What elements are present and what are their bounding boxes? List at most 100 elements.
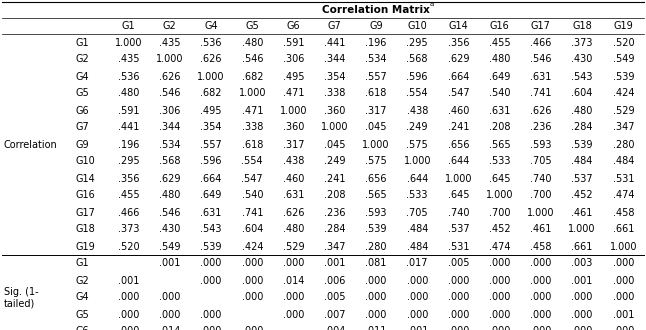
Text: .208: .208 — [489, 122, 510, 133]
Text: .017: .017 — [406, 258, 428, 269]
Text: .629: .629 — [159, 174, 181, 183]
Text: .480: .480 — [118, 88, 140, 98]
Text: .520: .520 — [118, 242, 140, 251]
Text: .536: .536 — [200, 38, 222, 48]
Text: .000: .000 — [159, 292, 180, 303]
Text: .700: .700 — [530, 190, 552, 201]
Text: .236: .236 — [530, 122, 552, 133]
Text: .000: .000 — [612, 276, 634, 285]
Text: G1: G1 — [75, 38, 89, 48]
Text: .604: .604 — [242, 224, 263, 235]
Text: .004: .004 — [324, 326, 346, 330]
Text: .005: .005 — [324, 292, 346, 303]
Text: .000: .000 — [530, 310, 552, 319]
Text: .000: .000 — [489, 326, 510, 330]
Text: .000: .000 — [489, 276, 510, 285]
Text: G17: G17 — [75, 208, 95, 217]
Text: .295: .295 — [406, 38, 428, 48]
Text: .347: .347 — [324, 242, 346, 251]
Text: .604: .604 — [572, 88, 593, 98]
Text: .000: .000 — [365, 292, 387, 303]
Text: G18: G18 — [75, 224, 95, 235]
Text: G5: G5 — [75, 88, 89, 98]
Text: .000: .000 — [612, 292, 634, 303]
Text: .000: .000 — [406, 276, 428, 285]
Text: .005: .005 — [448, 258, 469, 269]
Text: .000: .000 — [612, 326, 634, 330]
Text: G19: G19 — [614, 21, 633, 31]
Text: .000: .000 — [200, 258, 222, 269]
Text: .196: .196 — [365, 38, 387, 48]
Text: .664: .664 — [200, 174, 222, 183]
Text: .344: .344 — [324, 54, 346, 64]
Text: .000: .000 — [242, 292, 263, 303]
Text: 1.000: 1.000 — [404, 156, 431, 167]
Text: .565: .565 — [365, 190, 387, 201]
Text: .531: .531 — [448, 242, 469, 251]
Text: .306: .306 — [283, 54, 304, 64]
Text: .000: .000 — [406, 292, 428, 303]
Text: G1: G1 — [75, 258, 89, 269]
Text: .593: .593 — [365, 208, 387, 217]
Text: .644: .644 — [448, 156, 469, 167]
Text: .000: .000 — [530, 292, 552, 303]
Text: .000: .000 — [489, 258, 510, 269]
Text: .539: .539 — [200, 242, 222, 251]
Text: .484: .484 — [406, 242, 428, 251]
Text: .000: .000 — [283, 258, 304, 269]
Text: .452: .452 — [571, 190, 593, 201]
Text: .554: .554 — [242, 156, 263, 167]
Text: .546: .546 — [159, 208, 181, 217]
Text: .347: .347 — [612, 122, 634, 133]
Text: .306: .306 — [159, 106, 180, 116]
Text: .466: .466 — [118, 208, 140, 217]
Text: .000: .000 — [365, 310, 387, 319]
Text: .354: .354 — [200, 122, 222, 133]
Text: .284: .284 — [324, 224, 346, 235]
Text: .000: .000 — [489, 310, 510, 319]
Text: .000: .000 — [118, 292, 140, 303]
Text: .452: .452 — [489, 224, 510, 235]
Text: .537: .537 — [571, 174, 593, 183]
Text: .356: .356 — [448, 38, 469, 48]
Text: .656: .656 — [365, 174, 387, 183]
Text: .575: .575 — [365, 156, 387, 167]
Text: .471: .471 — [242, 106, 263, 116]
Text: .546: .546 — [159, 88, 181, 98]
Text: .000: .000 — [242, 258, 263, 269]
Text: G2: G2 — [75, 54, 89, 64]
Text: .014: .014 — [283, 276, 304, 285]
Text: 1.000: 1.000 — [156, 54, 183, 64]
Text: G5: G5 — [245, 21, 259, 31]
Text: .626: .626 — [200, 54, 222, 64]
Text: .568: .568 — [406, 54, 428, 64]
Text: .568: .568 — [159, 156, 181, 167]
Text: .474: .474 — [489, 242, 510, 251]
Text: .649: .649 — [489, 72, 510, 82]
Text: .000: .000 — [118, 326, 140, 330]
Text: .000: .000 — [530, 258, 552, 269]
Text: .461: .461 — [530, 224, 552, 235]
Text: 1.000: 1.000 — [362, 140, 390, 149]
Text: .557: .557 — [365, 72, 387, 82]
Text: .537: .537 — [448, 224, 469, 235]
Text: .480: .480 — [572, 106, 593, 116]
Text: .656: .656 — [448, 140, 469, 149]
Text: .196: .196 — [118, 140, 140, 149]
Text: .539: .539 — [612, 72, 634, 82]
Text: a: a — [430, 1, 434, 7]
Text: .001: .001 — [572, 276, 593, 285]
Text: .001: .001 — [612, 310, 634, 319]
Text: .000: .000 — [406, 310, 428, 319]
Text: .006: .006 — [324, 276, 346, 285]
Text: .249: .249 — [324, 156, 346, 167]
Text: Correlation: Correlation — [4, 140, 57, 149]
Text: G14: G14 — [75, 174, 95, 183]
Text: G16: G16 — [490, 21, 510, 31]
Text: .000: .000 — [448, 310, 469, 319]
Text: .338: .338 — [324, 88, 346, 98]
Text: .631: .631 — [200, 208, 222, 217]
Text: G4: G4 — [75, 292, 89, 303]
Text: G17: G17 — [531, 21, 551, 31]
Text: .000: .000 — [572, 292, 593, 303]
